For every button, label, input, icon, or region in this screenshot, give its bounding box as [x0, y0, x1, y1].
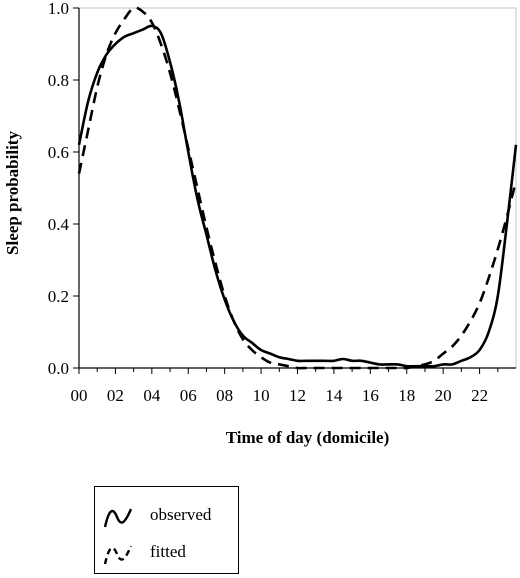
x-tick-label: 22	[471, 386, 488, 405]
series-line-fitted	[77, 6, 518, 370]
legend-item-observed: observed	[95, 501, 238, 531]
series-layer	[77, 6, 518, 370]
legend-item-fitted: fitted	[95, 538, 238, 568]
legend: observed fitted	[94, 486, 239, 574]
x-tick-label: 06	[180, 386, 197, 405]
series-line-observed	[77, 24, 518, 368]
x-tick-label: 04	[143, 386, 161, 405]
x-tick-label: 02	[107, 386, 124, 405]
y-axis-ticks: 0.0 0.2 0.4 0.6 0.8 1.0	[48, 0, 79, 378]
y-tick-label: 0.8	[48, 71, 69, 90]
x-tick-label: 00	[71, 386, 88, 405]
y-tick-label: 0.4	[48, 215, 70, 234]
x-tick-label: 10	[253, 386, 270, 405]
x-tick-label: 20	[435, 386, 452, 405]
y-tick-label: 0.6	[48, 143, 69, 162]
legend-label-observed: observed	[150, 505, 212, 524]
y-axis-title: Sleep probability	[3, 131, 22, 255]
dashed-line-icon	[103, 545, 133, 565]
x-tick-label: 08	[216, 386, 233, 405]
plot-frame	[78, 7, 517, 369]
x-tick-label: 18	[398, 386, 415, 405]
plot-area: 00 02 04 06 08 10 12 14 16 18 20 22 0.0 0.2 0.4 0.6 0.8…	[48, 0, 518, 405]
sleep-probability-chart: 00 02 04 06 08 10 12 14 16 18 20 22 0.0 0.2 0.4 0.6 0.8…	[3, 0, 518, 447]
x-axis-title: Time of day (domicile)	[226, 428, 390, 447]
legend-label-fitted: fitted	[150, 542, 186, 561]
solid-line-icon	[103, 508, 133, 528]
x-axis-ticks: 00 02 04 06 08 10 12 14 16 18 20 22	[71, 368, 499, 405]
y-tick-label: 0.2	[48, 287, 69, 306]
y-tick-label: 1.0	[48, 0, 69, 18]
x-tick-label: 14	[325, 386, 343, 405]
x-tick-label: 16	[362, 386, 379, 405]
y-tick-label: 0.0	[48, 359, 69, 378]
x-tick-label: 12	[289, 386, 306, 405]
